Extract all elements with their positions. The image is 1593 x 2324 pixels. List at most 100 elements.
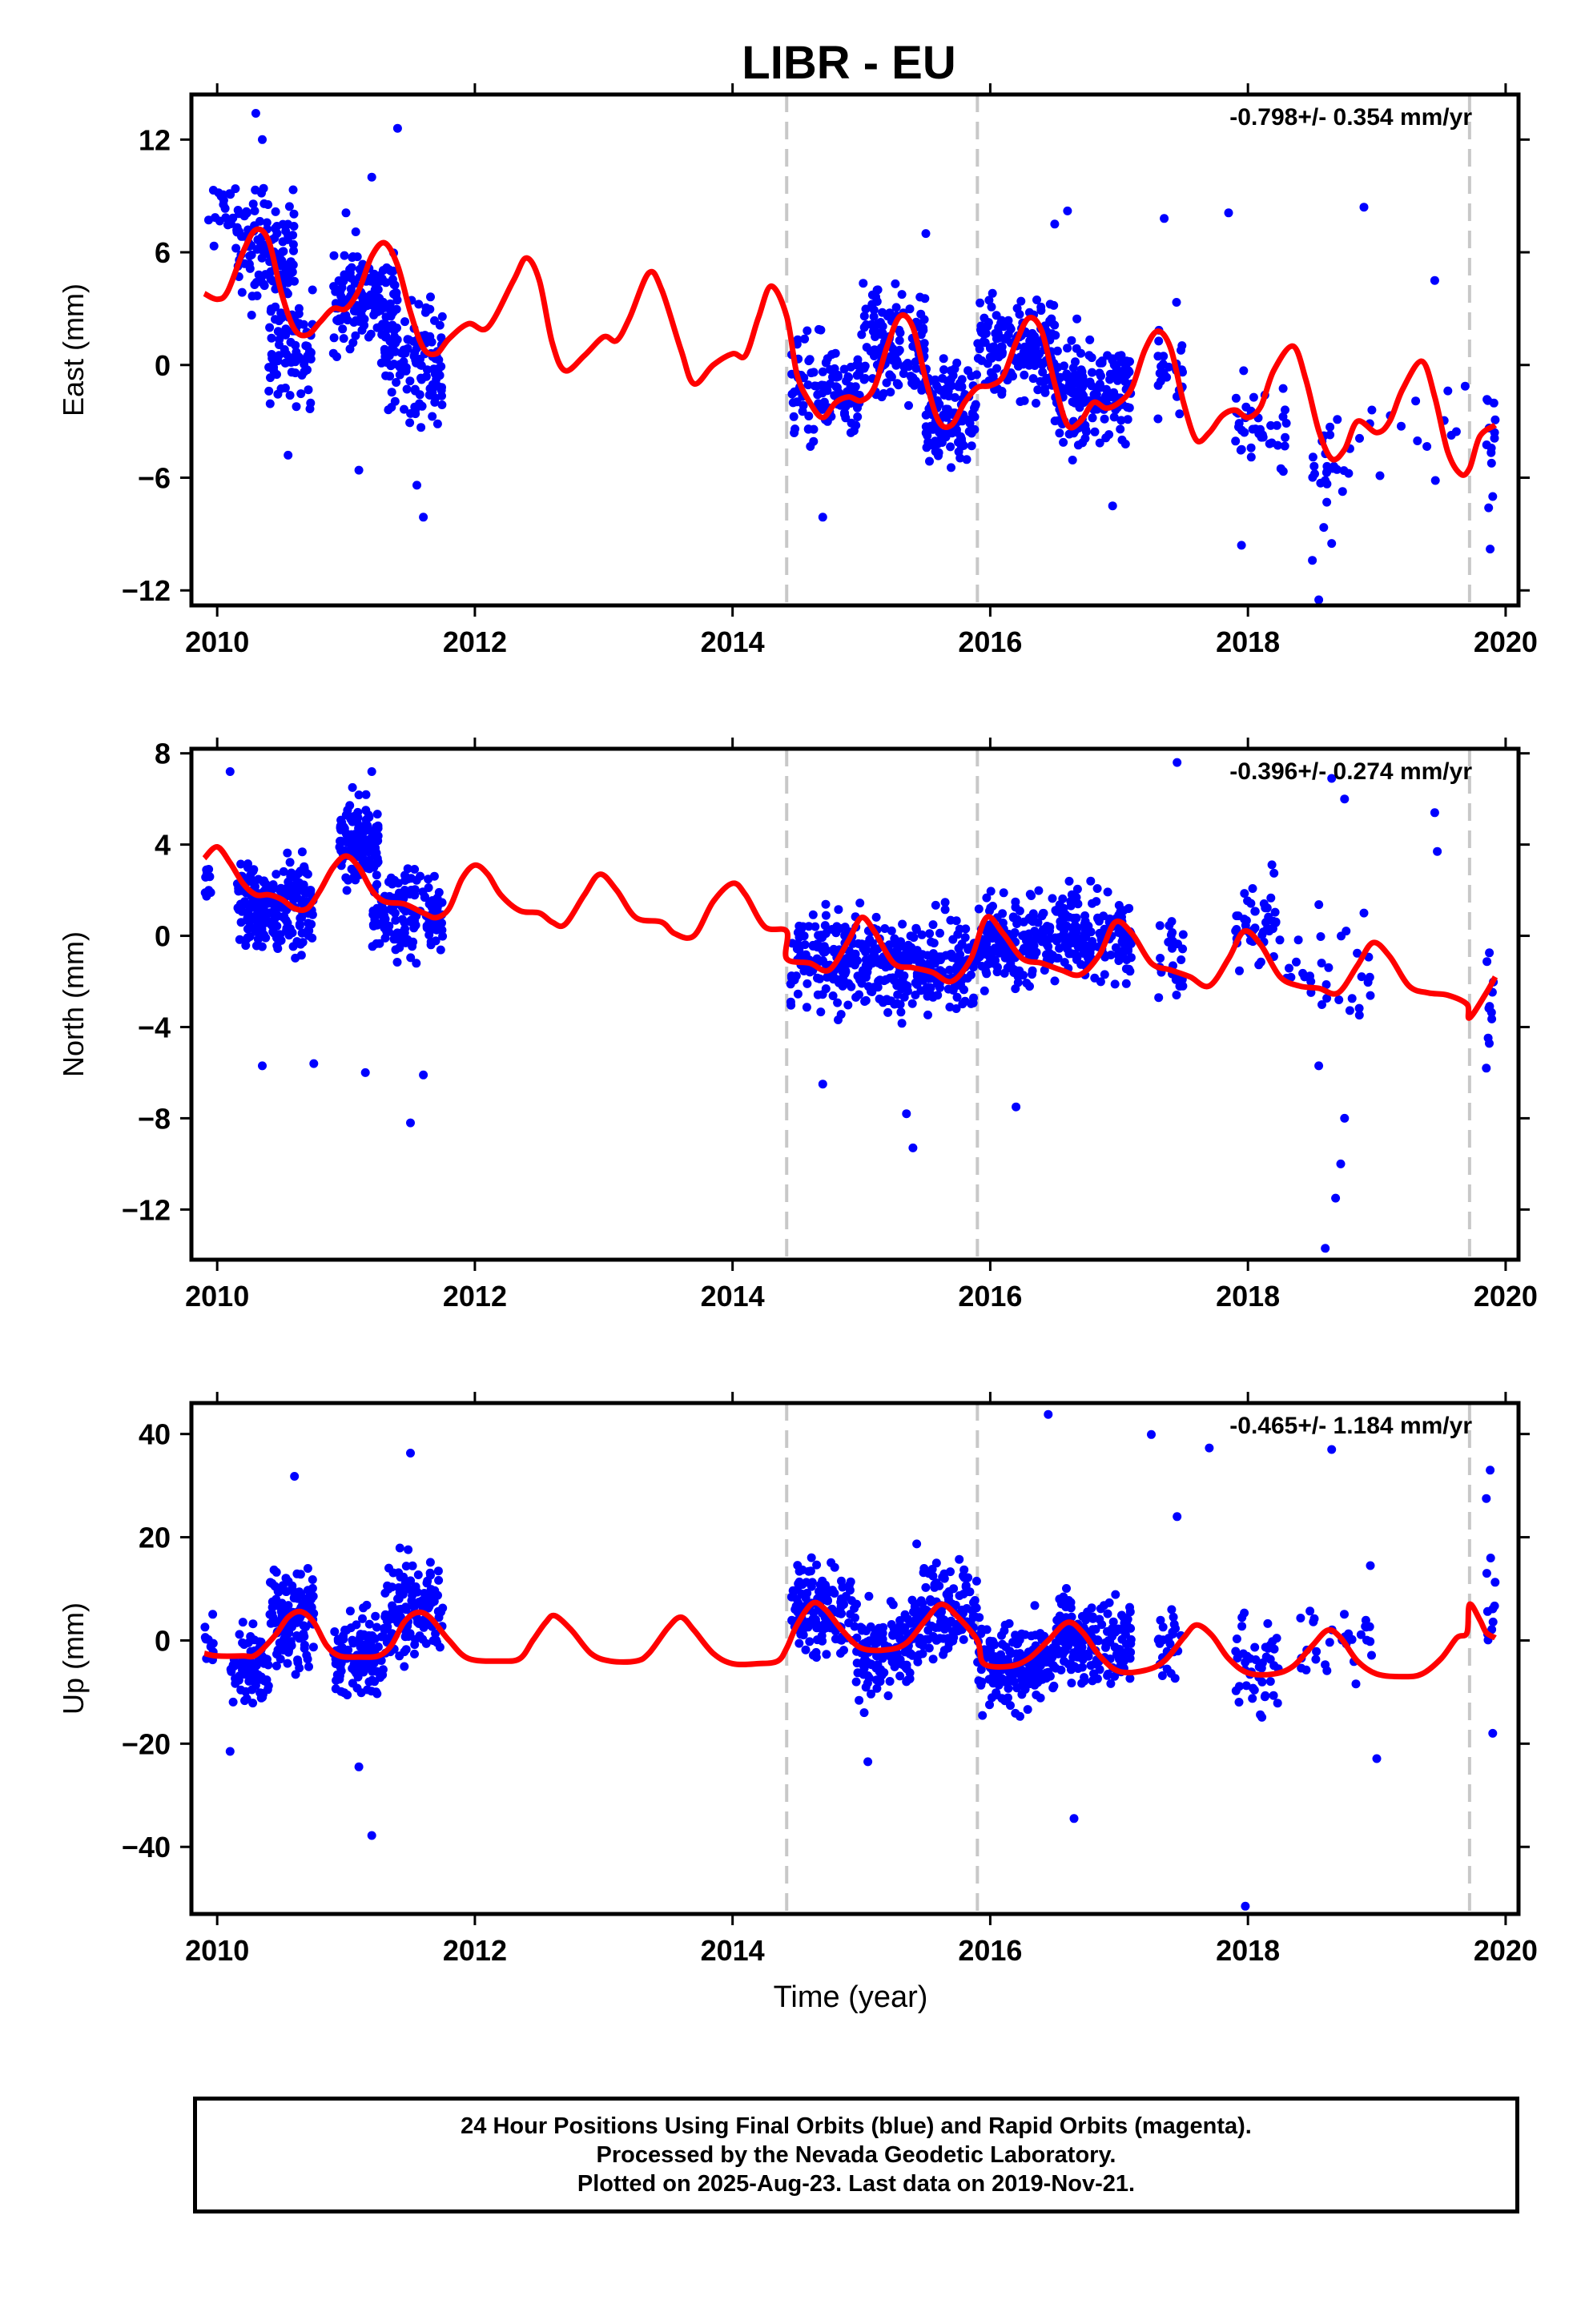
east-point — [1020, 370, 1029, 380]
north-point — [366, 859, 376, 869]
east-point — [984, 318, 993, 328]
up-point — [356, 1630, 365, 1639]
east-point — [1011, 356, 1020, 366]
north-point — [376, 910, 386, 919]
up-point — [238, 1618, 247, 1627]
north-point — [426, 940, 436, 950]
up-x-tick-label: 2014 — [701, 1934, 765, 1967]
north-point — [1321, 980, 1331, 989]
east-point — [405, 376, 415, 386]
north-point — [1256, 957, 1265, 967]
east-point — [1095, 358, 1104, 368]
east-point — [306, 398, 316, 408]
north-point — [403, 935, 412, 944]
north-point — [349, 866, 359, 876]
up-point — [867, 1659, 876, 1669]
north-x-tick-label: 2016 — [958, 1280, 1022, 1313]
north-point — [1058, 894, 1068, 903]
east-point — [1240, 428, 1249, 437]
up-point — [288, 1581, 297, 1590]
north-point — [851, 992, 861, 1002]
east-point — [1033, 385, 1043, 395]
north-point — [958, 999, 967, 1009]
north-point — [851, 953, 859, 963]
up-point — [280, 1637, 289, 1647]
east-point — [256, 242, 266, 251]
east-point — [925, 456, 934, 466]
up-point — [1249, 1685, 1259, 1695]
east-point — [250, 206, 259, 215]
east-point — [905, 304, 915, 314]
up-point — [1067, 1679, 1076, 1688]
up-point — [1231, 1647, 1241, 1656]
up-point — [1060, 1656, 1068, 1666]
north-point — [1314, 1061, 1324, 1071]
up-point — [986, 1638, 995, 1648]
east-point — [420, 331, 430, 340]
east-point — [840, 410, 849, 419]
up-point — [1162, 1664, 1172, 1674]
north-point — [1483, 1033, 1493, 1043]
east-point — [886, 388, 895, 397]
north-point — [953, 930, 963, 939]
east-point — [272, 370, 281, 380]
east-point — [273, 327, 283, 336]
up-point — [432, 1635, 441, 1645]
north-point — [896, 1007, 906, 1017]
north-point — [1347, 994, 1357, 1003]
east-point — [269, 363, 279, 372]
north-point — [912, 946, 922, 955]
up-point — [1005, 1647, 1015, 1656]
north-point — [827, 925, 837, 934]
up-point — [975, 1613, 984, 1622]
north-point — [364, 813, 374, 822]
north-point — [1114, 901, 1124, 910]
east-point — [1116, 370, 1125, 380]
north-point — [235, 935, 244, 944]
east-point — [265, 323, 275, 332]
up-point — [1048, 1683, 1058, 1693]
east-point — [1316, 478, 1325, 488]
up-point — [1488, 1617, 1498, 1626]
east-point — [803, 326, 812, 336]
east-point — [992, 364, 1002, 373]
up-point — [296, 1570, 305, 1579]
north-point — [361, 790, 371, 799]
north-point — [790, 975, 799, 985]
up-point — [1365, 1622, 1374, 1631]
up-point — [435, 1642, 445, 1652]
north-y-tick-label: −4 — [138, 1011, 171, 1043]
up-point — [1301, 1665, 1311, 1675]
north-point — [285, 858, 295, 867]
north-frame — [189, 746, 1521, 1262]
east-point — [287, 268, 296, 278]
east-point — [895, 336, 904, 345]
up-point — [1036, 1669, 1046, 1679]
east-point — [1241, 402, 1251, 412]
north-point — [897, 1019, 907, 1028]
up-point — [332, 1670, 342, 1679]
east-point — [939, 365, 948, 375]
north-point — [1265, 927, 1274, 936]
east-point — [1234, 419, 1244, 428]
east-point — [962, 455, 971, 464]
north-point — [828, 991, 838, 1000]
east-point — [288, 260, 298, 270]
up-point — [1004, 1693, 1012, 1703]
up-point — [807, 1553, 816, 1562]
up-point — [339, 1631, 348, 1640]
north-point — [1012, 919, 1022, 928]
up-point — [935, 1611, 945, 1621]
up-point — [1265, 1640, 1275, 1650]
north-point — [1173, 939, 1182, 949]
north-point — [202, 891, 211, 901]
east-point — [950, 364, 959, 374]
up-point — [926, 1597, 935, 1606]
north-point — [871, 912, 881, 922]
east-point — [1069, 428, 1079, 438]
up-point — [1069, 1631, 1079, 1641]
up-point — [413, 1570, 423, 1579]
east-point — [809, 436, 819, 446]
east-point — [798, 407, 807, 416]
east-point — [1276, 464, 1285, 473]
